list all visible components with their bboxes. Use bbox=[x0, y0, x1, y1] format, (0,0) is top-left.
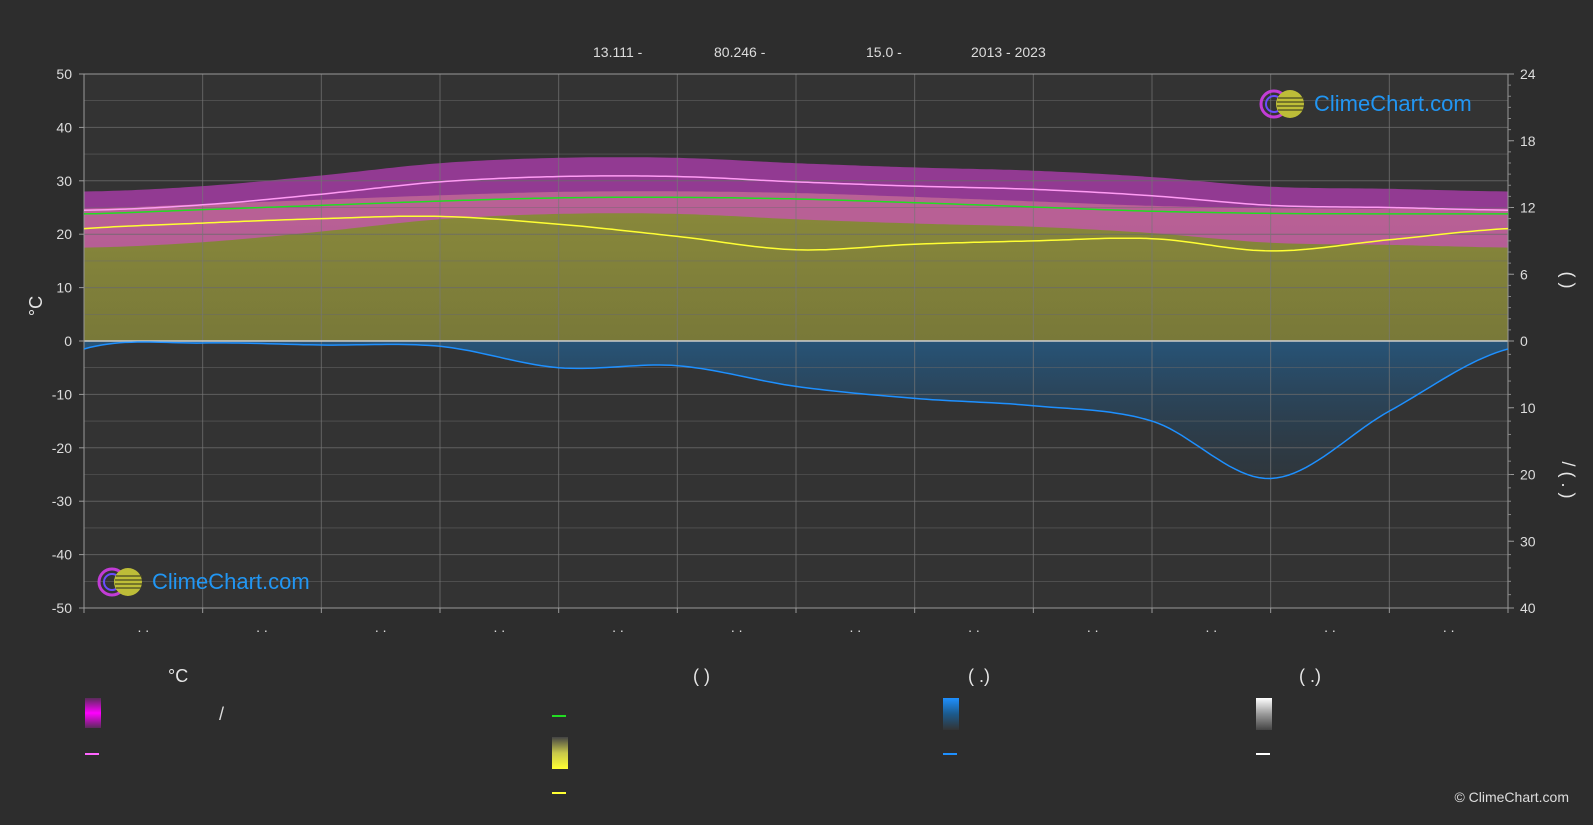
y-right-top-axis-label: ( ) bbox=[1558, 272, 1578, 289]
legend-snow-line-swatch bbox=[1256, 753, 1270, 755]
logo-text: ClimeChart.com bbox=[152, 569, 310, 594]
x-tick-label: . . bbox=[1443, 619, 1455, 635]
x-tick-label: . . bbox=[1324, 619, 1336, 635]
y-left-tick-label: -30 bbox=[52, 493, 72, 509]
year-range-text: 2013 - 2023 bbox=[971, 44, 1046, 60]
legend-daylight-swatch bbox=[552, 715, 566, 717]
legend-rain-line-swatch bbox=[943, 753, 957, 755]
y-right-top-tick-label: 6 bbox=[1520, 266, 1528, 282]
y-left-tick-label: 30 bbox=[56, 173, 72, 189]
x-tick-label: . . bbox=[1205, 619, 1217, 635]
y-left-tick-label: 40 bbox=[56, 119, 72, 135]
y-left-tick-label: 0 bbox=[64, 333, 72, 349]
legend-temperature-title: °C bbox=[168, 666, 189, 686]
legend-rain-title: ( .) bbox=[968, 666, 990, 686]
y-left-tick-label: -50 bbox=[52, 600, 72, 616]
x-tick-label: . . bbox=[612, 619, 624, 635]
latitude-text: 13.111 - bbox=[593, 44, 643, 60]
y-left-axis-label: °C bbox=[26, 296, 46, 316]
y-right-bottom-axis-label: / ( . ) bbox=[1558, 462, 1578, 499]
x-tick-label: . . bbox=[849, 619, 861, 635]
x-tick-label: . . bbox=[375, 619, 387, 635]
daylight-line bbox=[83, 196, 1508, 215]
elevation-text: 15.0 - bbox=[866, 44, 902, 60]
legend-snow-swatch bbox=[1256, 698, 1272, 730]
y-right-top-tick-label: 0 bbox=[1520, 333, 1528, 349]
y-left-tick-label: 10 bbox=[56, 280, 72, 296]
y-left-tick-label: 50 bbox=[56, 66, 72, 82]
y-left-tick-label: -40 bbox=[52, 547, 72, 563]
y-right-bottom-tick-label: 20 bbox=[1520, 467, 1536, 483]
legend-sunshine-swatch bbox=[552, 737, 568, 769]
legend-sun-title: ( ) bbox=[693, 666, 710, 686]
y-left-tick-label: 20 bbox=[56, 226, 72, 242]
y-right-top-tick-label: 24 bbox=[1520, 66, 1536, 82]
legend-mean-temp-swatch bbox=[85, 753, 99, 755]
x-tick-label: . . bbox=[493, 619, 505, 635]
legend-rain-swatch bbox=[943, 698, 959, 730]
x-tick-label: . . bbox=[968, 619, 980, 635]
precipitation-line bbox=[83, 341, 1509, 480]
y-right-bottom-tick-label: 30 bbox=[1520, 533, 1536, 549]
y-left-tick-label: -20 bbox=[52, 440, 72, 456]
y-right-bottom-tick-label: 10 bbox=[1520, 400, 1536, 416]
legend-sunshine-line-swatch bbox=[552, 792, 566, 794]
longitude-text: 80.246 - bbox=[714, 44, 766, 60]
copyright-text: © ClimeChart.com bbox=[1454, 789, 1569, 805]
legend-temp-range-swatch bbox=[85, 698, 101, 728]
y-left-tick-label: -10 bbox=[52, 386, 72, 402]
logo-icon bbox=[1259, 89, 1304, 119]
mean-temperature-line bbox=[83, 175, 1509, 211]
y-right-top-tick-label: 18 bbox=[1520, 133, 1536, 149]
legend-temp-range-text: / bbox=[219, 704, 225, 724]
x-tick-label: . . bbox=[256, 619, 268, 635]
x-tick-label: . . bbox=[1087, 619, 1099, 635]
logo-icon bbox=[97, 567, 142, 597]
y-right-top-tick-label: 12 bbox=[1520, 200, 1536, 216]
x-tick-label: . . bbox=[731, 619, 743, 635]
logo-top[interactable]: ClimeChart.com bbox=[1258, 88, 1472, 120]
logo-bottom[interactable]: ClimeChart.com bbox=[96, 566, 310, 598]
x-tick-label: . . bbox=[137, 619, 149, 635]
legend-snow-title: ( .) bbox=[1299, 666, 1321, 686]
y-right-bottom-tick-label: 40 bbox=[1520, 600, 1536, 616]
logo-text: ClimeChart.com bbox=[1314, 91, 1472, 116]
sunshine-line bbox=[83, 215, 1509, 252]
